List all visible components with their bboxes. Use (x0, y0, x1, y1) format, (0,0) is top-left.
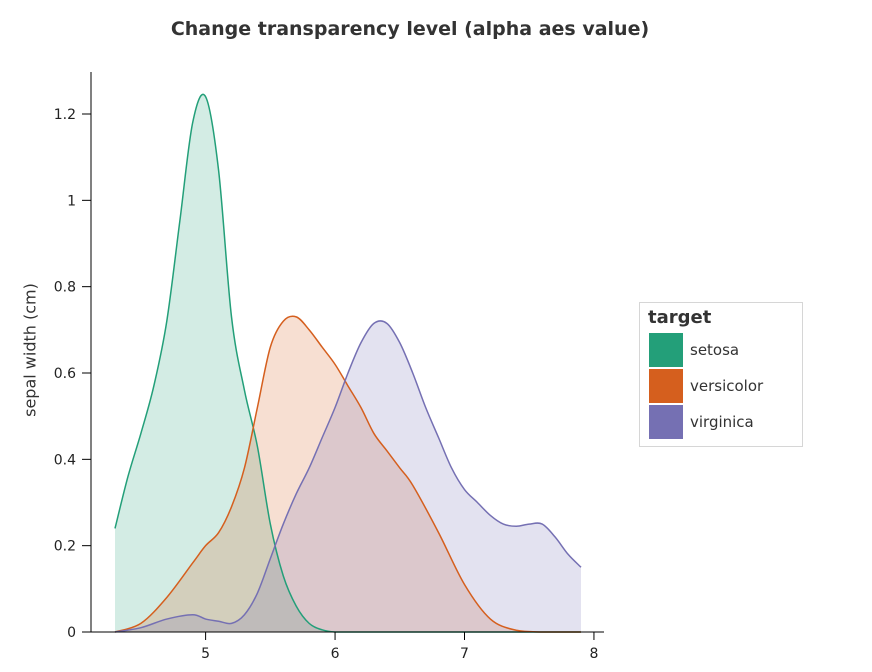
x-axis: 5 6 7 8 (91, 631, 604, 662)
legend-swatch-versicolor (649, 369, 683, 403)
line-versicolor (114, 315, 581, 633)
y-tick-label: 0 (67, 625, 76, 641)
y-tick-label: 0.2 (54, 539, 76, 555)
legend-item-virginica[interactable]: virginica (649, 405, 799, 441)
y-tick-label: 0.6 (54, 366, 76, 382)
legend-swatch-setosa (649, 333, 683, 367)
legend-swatch-virginica (649, 405, 683, 439)
legend-item-versicolor[interactable]: versicolor (649, 369, 799, 405)
legend-label-setosa: setosa (690, 341, 740, 359)
y-tick-label: 1.2 (54, 107, 76, 123)
y-axis: 0 0.2 0.4 0.6 0.8 1 1.2 (54, 72, 92, 641)
x-tick-label: 7 (460, 646, 469, 662)
legend-label-versicolor: versicolor (690, 377, 764, 395)
x-tick-label: 5 (201, 646, 210, 662)
x-tick-label: 6 (331, 646, 340, 662)
chart-title: Change transparency level (alpha aes val… (170, 18, 650, 40)
area-layer (115, 94, 581, 633)
area-versicolor (115, 316, 581, 632)
x-tick-label: 8 (589, 646, 598, 662)
area-virginica (115, 320, 581, 632)
y-tick-label: 0.8 (54, 280, 76, 296)
line-virginica (114, 320, 582, 633)
legend: target setosa versicolor virginica (639, 302, 803, 447)
legend-label-virginica: virginica (690, 413, 754, 431)
y-tick-label: 0.4 (54, 452, 76, 468)
legend-item-setosa[interactable]: setosa (649, 333, 799, 369)
y-tick-label: 1 (67, 193, 76, 209)
legend-title: target (648, 307, 712, 328)
area-setosa (115, 94, 581, 633)
